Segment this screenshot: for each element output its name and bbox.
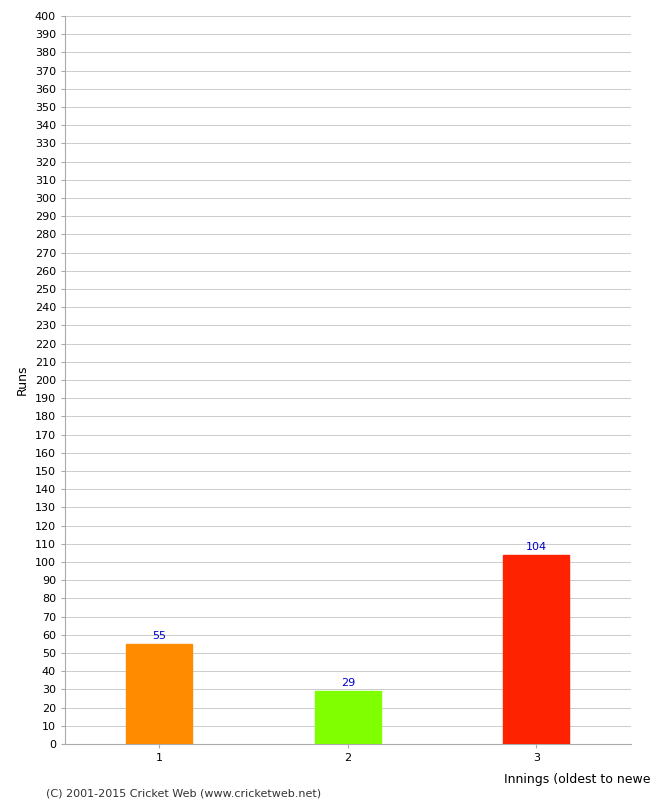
Bar <box>315 691 381 744</box>
Text: 29: 29 <box>341 678 355 689</box>
Text: (C) 2001-2015 Cricket Web (www.cricketweb.net): (C) 2001-2015 Cricket Web (www.cricketwe… <box>46 788 320 798</box>
Bar <box>503 554 569 744</box>
Bar <box>126 644 192 744</box>
Text: 104: 104 <box>526 542 547 552</box>
Y-axis label: Runs: Runs <box>16 365 29 395</box>
X-axis label: Innings (oldest to newest): Innings (oldest to newest) <box>504 773 650 786</box>
Text: 55: 55 <box>152 631 166 641</box>
